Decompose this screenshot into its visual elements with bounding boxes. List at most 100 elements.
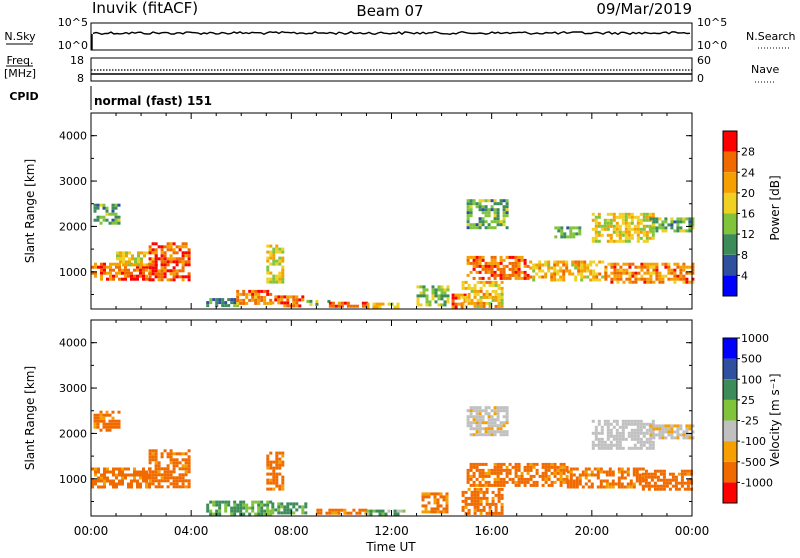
velocity-cell — [154, 485, 158, 489]
velocity-cell — [281, 481, 285, 485]
velocity-cell — [260, 503, 264, 507]
velocity-cell — [257, 503, 261, 507]
power-cell — [467, 298, 471, 302]
velocity-cell — [620, 482, 624, 486]
power-cell — [425, 300, 429, 304]
velocity-cell — [535, 471, 539, 475]
power-cell — [673, 229, 677, 233]
velocity-cell — [602, 470, 606, 474]
velocity-cell — [272, 481, 276, 485]
velocity-cell — [464, 499, 468, 503]
velocity-cell — [281, 478, 285, 482]
power-cell — [206, 304, 210, 308]
power-cell — [505, 226, 509, 230]
power-cell — [691, 280, 695, 284]
velocity-cell — [641, 472, 645, 476]
velocity-cell — [614, 482, 618, 486]
velocity-cell — [187, 449, 191, 453]
power-cell — [499, 202, 503, 206]
velocity-cell — [599, 485, 603, 489]
velocity-cell — [151, 482, 155, 486]
velocity-cell — [497, 499, 501, 503]
velocity-colorbar-swatch — [723, 482, 737, 503]
velocity-cell — [569, 482, 573, 486]
power-cell — [637, 265, 641, 269]
velocity-cell — [108, 413, 112, 417]
velocity-cell — [488, 502, 492, 506]
power-cell — [649, 226, 653, 230]
velocity-cell — [475, 418, 479, 422]
power-cell — [115, 274, 118, 278]
velocity-cell — [272, 487, 276, 491]
velocity-cell — [121, 476, 124, 480]
power-cell — [652, 268, 656, 272]
power-cell — [670, 220, 674, 224]
velocity-cell — [686, 481, 690, 485]
velocity-cell — [157, 479, 161, 483]
power-cell — [613, 265, 617, 269]
velocity-cell — [393, 509, 397, 513]
velocity-cell — [442, 498, 446, 502]
power-cell — [451, 293, 455, 297]
power-cell — [343, 301, 347, 305]
power-cell — [346, 301, 350, 305]
power-cell — [473, 286, 477, 290]
velocity-cell — [648, 422, 652, 426]
power-cell — [134, 263, 137, 267]
power-cell — [464, 298, 468, 302]
power-cell — [661, 223, 665, 227]
velocity-cell — [529, 477, 533, 481]
power-cell — [496, 267, 500, 271]
velocity-cell — [103, 470, 106, 474]
power-cell — [613, 262, 617, 266]
velocity-cell — [108, 425, 112, 429]
power-cell — [550, 272, 554, 276]
velocity-cell — [662, 478, 666, 482]
velocity-cell — [151, 452, 155, 456]
velocity-cell — [608, 485, 612, 489]
velocity-cell — [635, 467, 639, 471]
noise-left-tick-top: 10^5 — [58, 16, 88, 29]
velocity-cell — [121, 479, 124, 483]
velocity-cell — [277, 511, 281, 515]
power-cell — [500, 286, 504, 290]
velocity-cell — [618, 437, 622, 441]
power-cell — [125, 263, 128, 267]
power-cell — [556, 269, 560, 273]
velocity-cell — [478, 468, 482, 472]
power-cell — [469, 261, 473, 265]
power-cell — [128, 260, 131, 264]
power-cell — [484, 220, 488, 224]
power-cell — [511, 273, 515, 277]
power-cell — [664, 274, 668, 278]
power-cell — [175, 257, 179, 261]
velocity-cell — [556, 468, 560, 472]
power-cell — [280, 295, 284, 299]
velocity-cell — [114, 419, 118, 423]
power-cell — [425, 288, 429, 292]
power-cell — [574, 278, 578, 282]
power-cell — [496, 211, 500, 215]
velocity-cell — [269, 466, 273, 470]
power-cell — [612, 215, 616, 219]
velocity-cell — [674, 481, 678, 485]
velocity-cell — [600, 437, 604, 441]
power-cell — [476, 304, 480, 308]
power-cell — [493, 261, 497, 265]
velocity-cell — [469, 474, 473, 478]
velocity-cell — [475, 477, 479, 481]
velocity-cell — [639, 443, 643, 447]
power-cell — [532, 278, 536, 282]
velocity-cell — [439, 495, 443, 499]
velocity-cell — [469, 483, 473, 487]
power-cell — [529, 260, 533, 264]
power-cell — [616, 274, 620, 278]
power-cell — [431, 294, 435, 298]
velocity-cell — [636, 425, 640, 429]
power-cell — [278, 250, 282, 254]
power-cell — [160, 269, 164, 273]
power-cell — [112, 274, 115, 278]
velocity-cell — [494, 502, 498, 506]
power-cell — [187, 257, 191, 261]
